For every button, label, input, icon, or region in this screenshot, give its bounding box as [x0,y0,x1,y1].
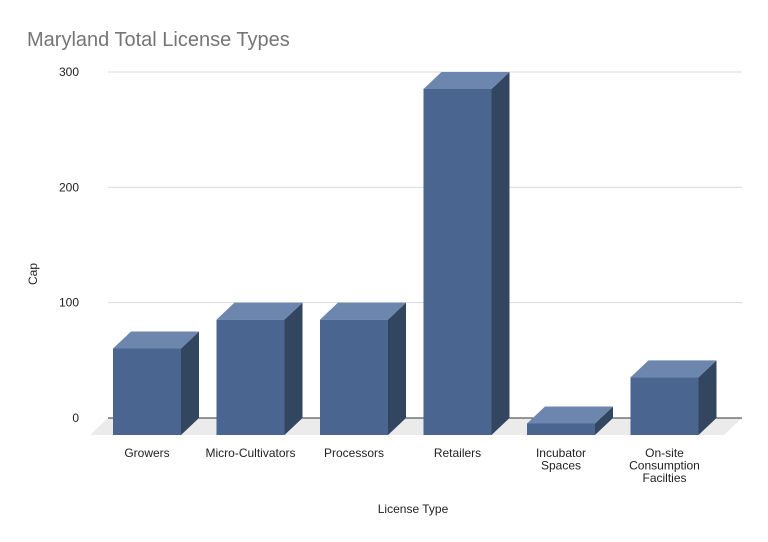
x-tick-label: Micro-Cultivators [205,446,295,460]
bar [527,406,613,435]
bar [423,72,510,435]
y-tick-label: 100 [59,296,79,310]
bar-side [491,72,510,435]
bar-front [423,89,492,435]
bar-side [698,360,717,435]
x-tick-label: Processors [324,446,384,460]
bar [113,331,199,435]
bar-front [216,319,285,435]
x-axis-title: License Type [378,502,449,516]
x-tick-label: Growers [124,446,169,460]
bar-top [320,302,406,320]
x-tick-label: On-site Consumption Facilties [629,446,700,485]
bar-front [630,377,699,435]
bar [320,302,406,435]
bar-side [388,302,406,435]
bar-side [284,302,303,435]
bar-top [216,302,303,320]
bar [216,302,303,435]
bar-front [527,423,595,435]
bar-top [113,331,199,349]
x-tick-label: Retailers [434,446,481,460]
bar [630,360,717,435]
bar-top [527,406,613,424]
y-tick-label: 0 [72,411,79,425]
bar-top [630,360,717,378]
bar-front [113,348,181,435]
x-tick-label: Incubator Spaces [536,446,586,473]
y-tick-label: 300 [59,65,79,79]
chart-title: Maryland Total License Types [27,29,290,51]
bar-top [423,72,510,89]
y-tick-label: 200 [59,180,79,194]
bar-side [595,406,613,435]
bar-front [320,319,388,435]
bar-side [181,331,199,435]
y-axis-title: Cap [26,263,40,285]
